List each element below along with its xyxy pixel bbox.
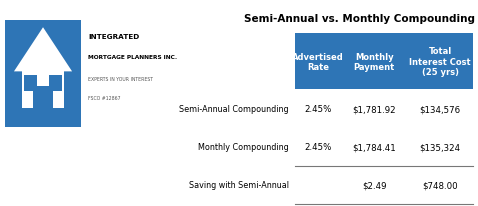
Text: Monthly
Payment: Monthly Payment xyxy=(353,52,395,72)
Text: $2.49: $2.49 xyxy=(362,180,386,190)
Polygon shape xyxy=(14,28,72,72)
Bar xyxy=(24,75,37,91)
Text: EXPERTS IN YOUR INTEREST: EXPERTS IN YOUR INTEREST xyxy=(88,76,153,81)
Text: $1,784.41: $1,784.41 xyxy=(352,143,396,151)
Text: Semi-Annual vs. Monthly Compounding: Semi-Annual vs. Monthly Compounding xyxy=(244,14,475,24)
Text: $748.00: $748.00 xyxy=(423,180,458,190)
Text: Semi-Annual Compounding: Semi-Annual Compounding xyxy=(179,105,289,114)
FancyBboxPatch shape xyxy=(294,34,473,90)
Text: 2.45%: 2.45% xyxy=(304,105,331,114)
Text: FSCO #12867: FSCO #12867 xyxy=(88,96,121,101)
Text: $134,576: $134,576 xyxy=(420,105,461,114)
Text: Total
Interest Cost
(25 yrs): Total Interest Cost (25 yrs) xyxy=(409,47,471,77)
Text: 2.45%: 2.45% xyxy=(304,143,331,151)
Text: Advertised
Rate: Advertised Rate xyxy=(292,52,344,72)
Text: MORTGAGE PLANNERS INC.: MORTGAGE PLANNERS INC. xyxy=(88,55,177,60)
Bar xyxy=(33,87,53,108)
Text: INTEGRATED: INTEGRATED xyxy=(88,33,140,39)
Text: Saving with Semi-Annual: Saving with Semi-Annual xyxy=(189,180,289,190)
FancyBboxPatch shape xyxy=(5,21,81,128)
Text: Monthly Compounding: Monthly Compounding xyxy=(198,143,289,151)
Text: $1,781.92: $1,781.92 xyxy=(352,105,396,114)
Text: $135,324: $135,324 xyxy=(420,143,461,151)
Bar xyxy=(22,70,65,108)
Bar xyxy=(49,75,62,91)
